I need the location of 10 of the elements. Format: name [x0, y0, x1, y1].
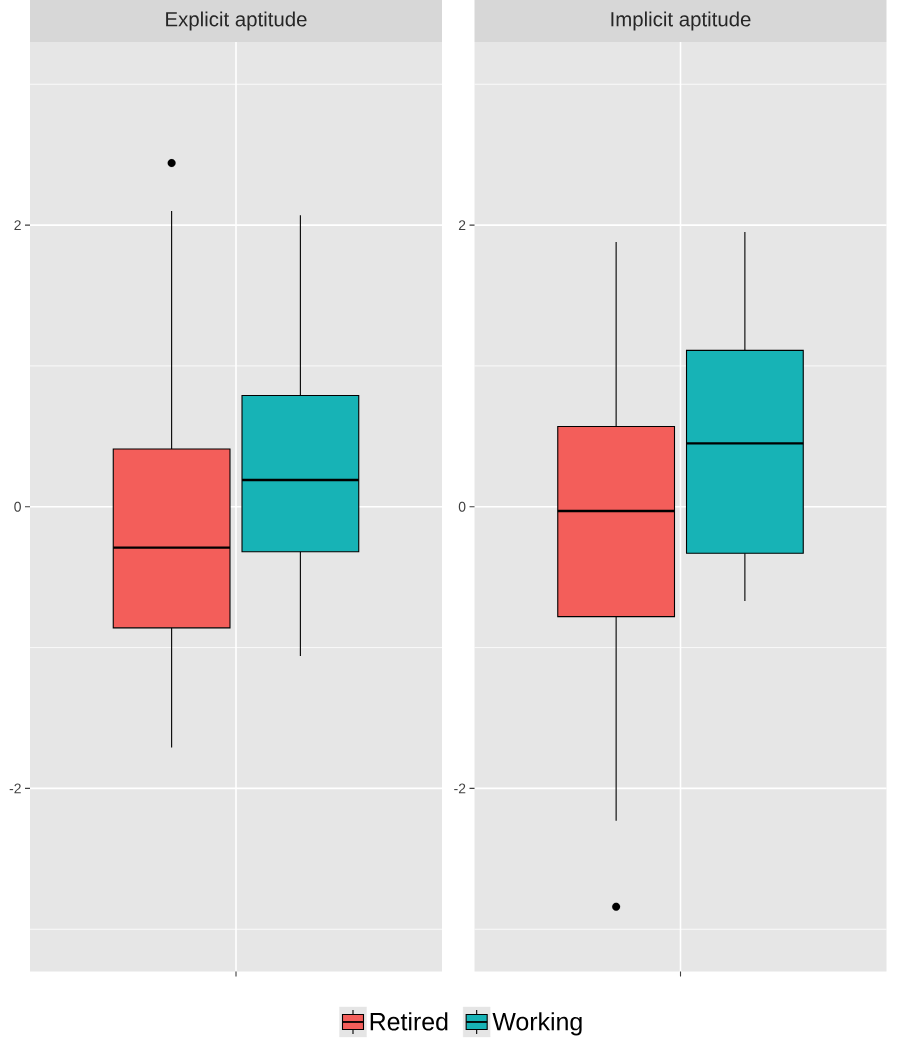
chart-title: Explicit aptitude [166, 11, 307, 31]
y-tick-label: -2 [9, 783, 21, 794]
legend-label: Retired [370, 1012, 448, 1031]
y-tick-label: 0 [14, 501, 21, 512]
y-tick-label: 2 [14, 220, 21, 230]
chart-title: Implicit aptitude [611, 11, 751, 31]
y-tick-label: 0 [458, 501, 466, 512]
y-tick-label: -2 [454, 783, 466, 794]
y-tick-label: 2 [458, 220, 466, 230]
legend-label: Working [492, 1012, 582, 1036]
